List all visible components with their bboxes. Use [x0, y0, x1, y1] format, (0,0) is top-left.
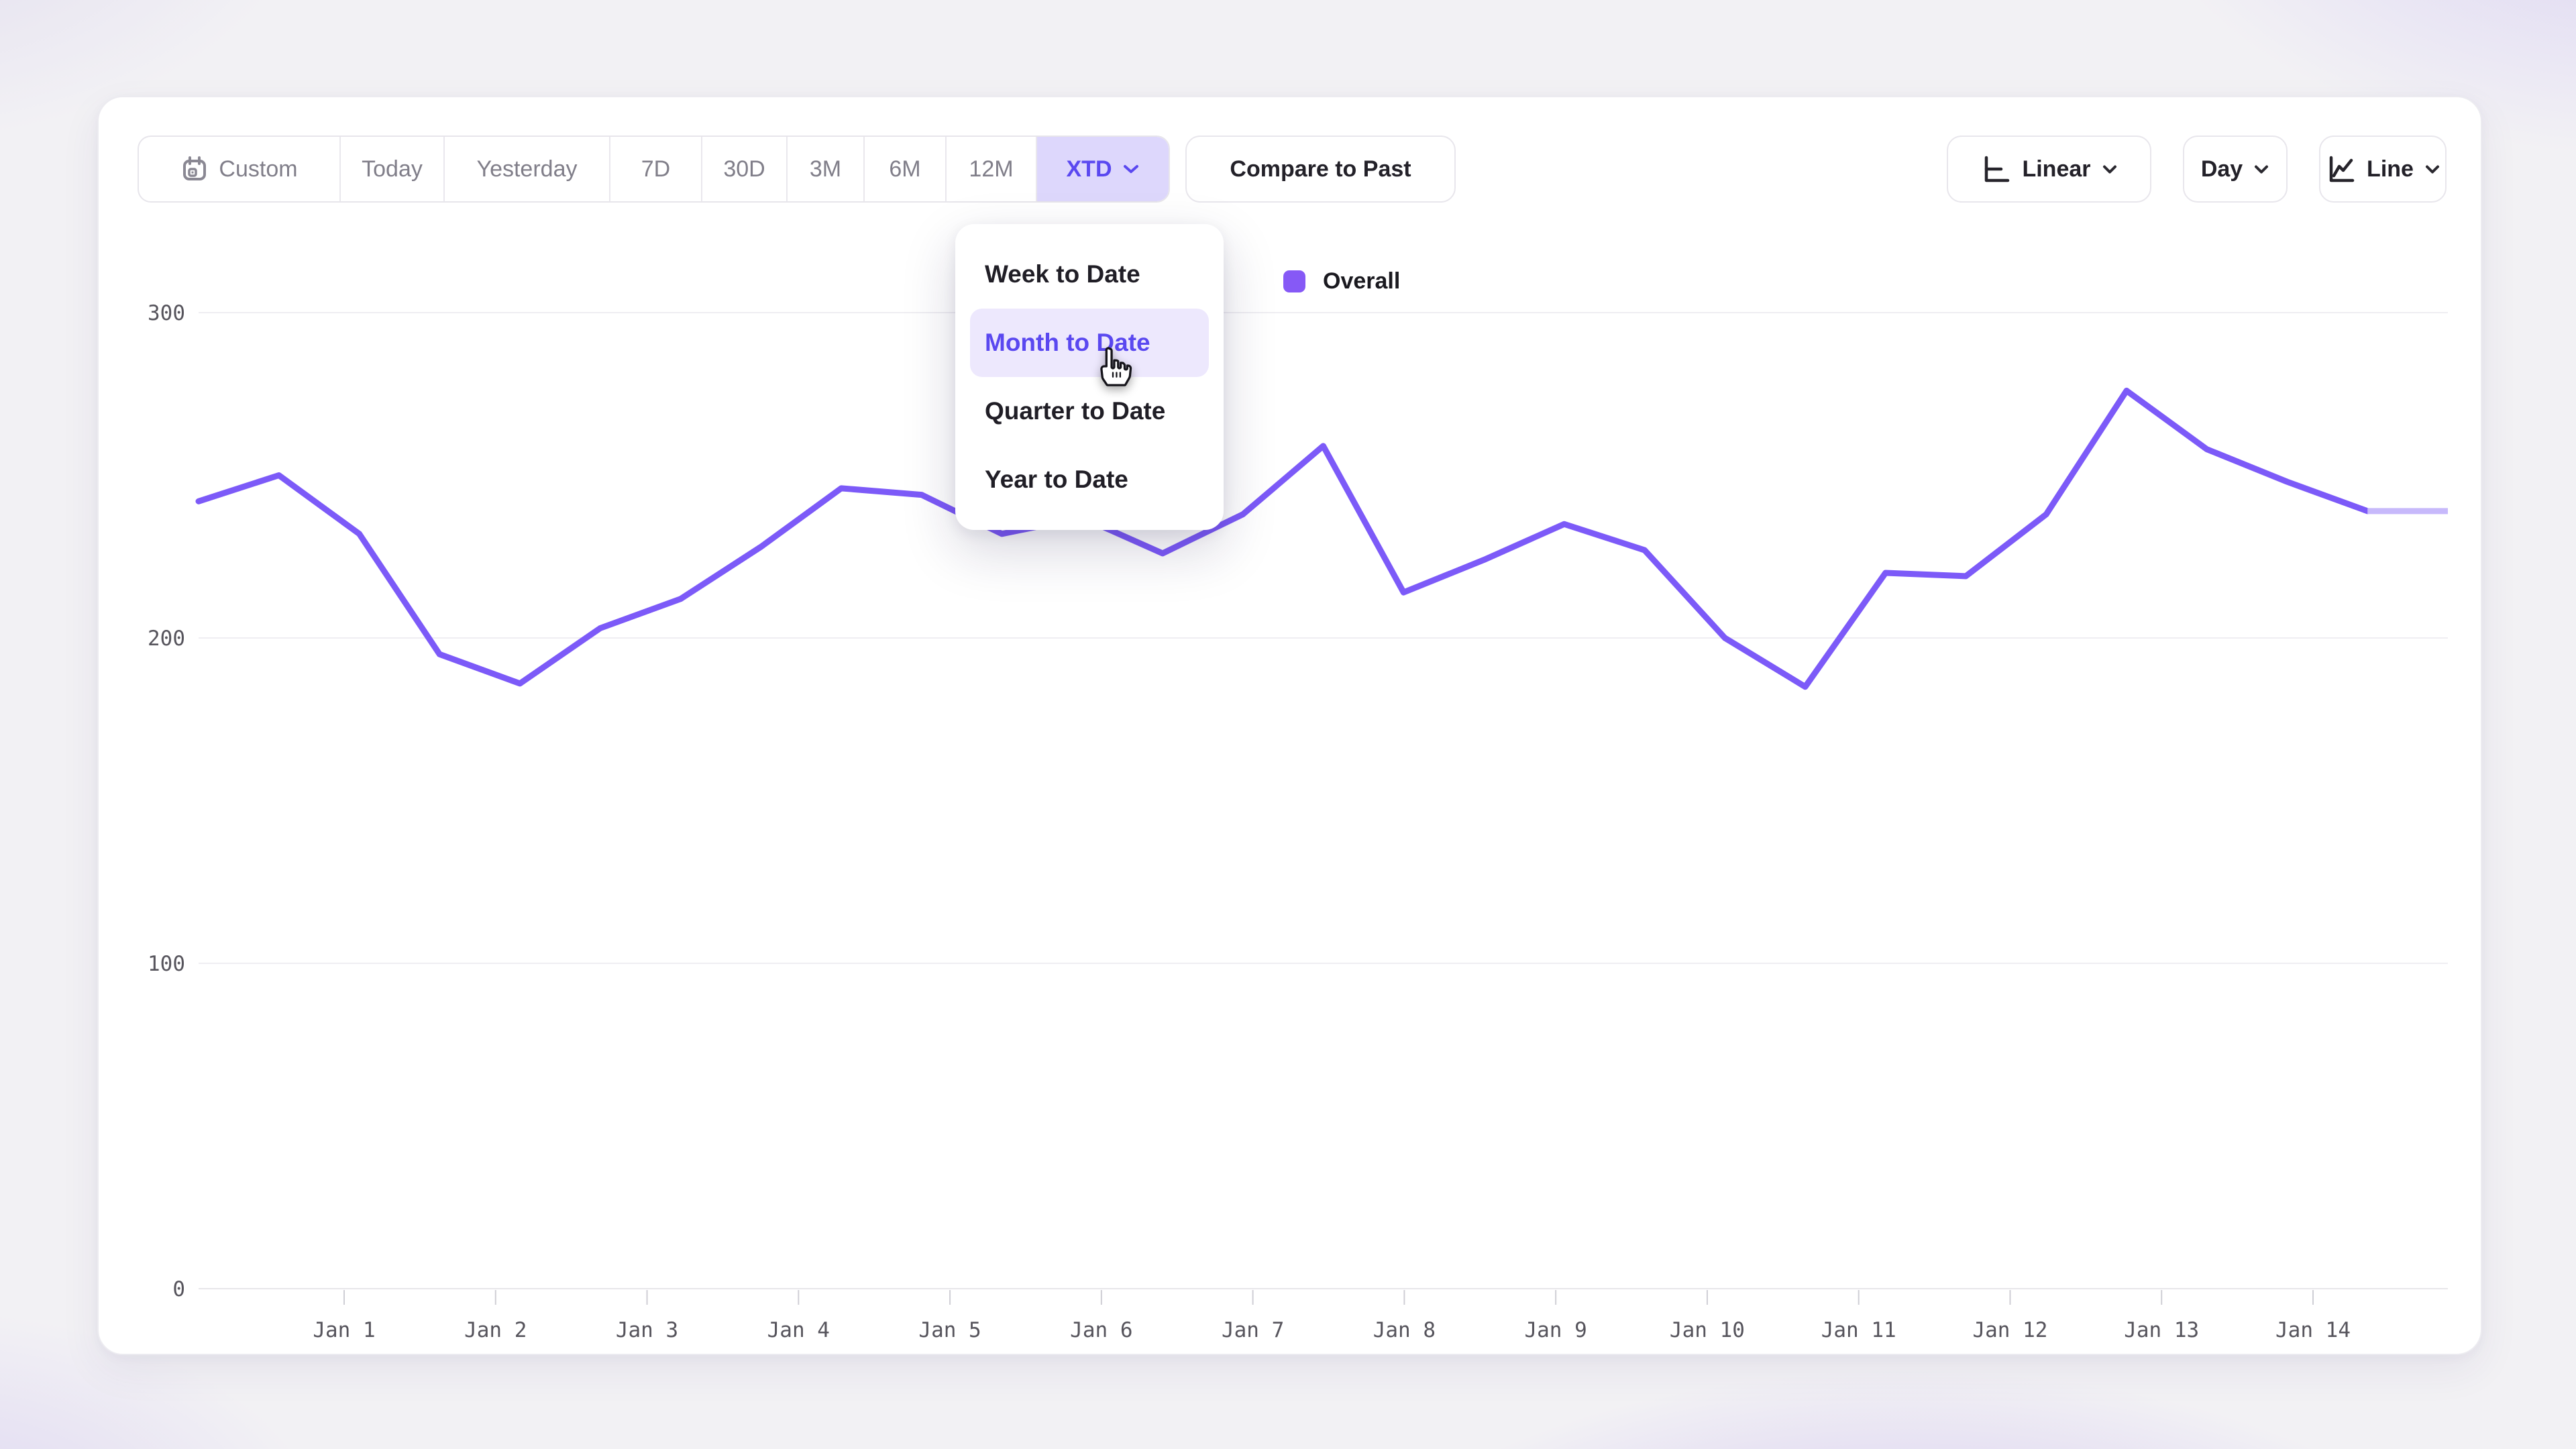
date-range-segmented-control: Custom Today Yesterday 7D 30D 3M 6M 12M … [138, 136, 1170, 203]
scale-select-button[interactable]: Linear [1947, 136, 2151, 203]
granularity-select-label: Day [2200, 156, 2243, 182]
line-chart-icon [2325, 154, 2356, 184]
range-button-label: 6M [889, 156, 921, 182]
range-button-label: 30D [723, 156, 765, 182]
scale-select-label: Linear [2022, 156, 2091, 182]
range-button-xtd[interactable]: XTD [1037, 137, 1169, 201]
range-button-label: 7D [641, 156, 671, 182]
compare-to-past-label: Compare to Past [1230, 156, 1411, 182]
range-button-custom[interactable]: Custom [139, 137, 341, 201]
legend-swatch [1283, 270, 1305, 292]
linear-scale-icon [1980, 154, 2011, 184]
menu-item-label: Week to Date [985, 260, 1140, 288]
chart-type-select-label: Line [2367, 156, 2414, 182]
menu-item-label: Year to Date [985, 466, 1128, 493]
range-button-label: Today [362, 156, 423, 182]
chart-type-select-button[interactable]: Line [2319, 136, 2447, 203]
menu-item-month-to-date[interactable]: Month to Date [970, 309, 1209, 377]
range-button-label: XTD [1066, 156, 1112, 182]
legend-item-overall[interactable]: Overall [1283, 265, 1400, 297]
range-button-label: Custom [219, 156, 298, 182]
range-button-30d[interactable]: 30D [702, 137, 788, 201]
chevron-down-icon [1122, 164, 1140, 174]
menu-item-label: Month to Date [985, 329, 1150, 356]
range-button-yesterday[interactable]: Yesterday [445, 137, 610, 201]
range-button-12m[interactable]: 12M [947, 137, 1037, 201]
range-button-label: 12M [969, 156, 1014, 182]
granularity-select-button[interactable]: Day [2183, 136, 2288, 203]
menu-item-quarter-to-date[interactable]: Quarter to Date [970, 377, 1209, 445]
calendar-icon [180, 155, 209, 183]
range-button-3m[interactable]: 3M [788, 137, 865, 201]
compare-to-past-button[interactable]: Compare to Past [1185, 136, 1456, 203]
cursor-pointer-icon [1092, 346, 1134, 391]
chevron-down-icon [2424, 164, 2440, 174]
range-button-7d[interactable]: 7D [610, 137, 702, 201]
range-button-today[interactable]: Today [341, 137, 445, 201]
chevron-down-icon [2102, 164, 2118, 174]
chevron-down-icon [2253, 164, 2269, 174]
analytics-card: Custom Today Yesterday 7D 30D 3M 6M 12M … [97, 96, 2482, 1355]
range-button-label: Yesterday [476, 156, 578, 182]
menu-item-week-to-date[interactable]: Week to Date [970, 240, 1209, 309]
xtd-dropdown-menu: Week to Date Month to Date Quarter to Da… [955, 224, 1224, 530]
menu-item-year-to-date[interactable]: Year to Date [970, 445, 1209, 514]
legend-label: Overall [1323, 268, 1401, 294]
menu-item-label: Quarter to Date [985, 397, 1166, 425]
range-button-6m[interactable]: 6M [865, 137, 947, 201]
range-button-label: 3M [809, 156, 842, 182]
